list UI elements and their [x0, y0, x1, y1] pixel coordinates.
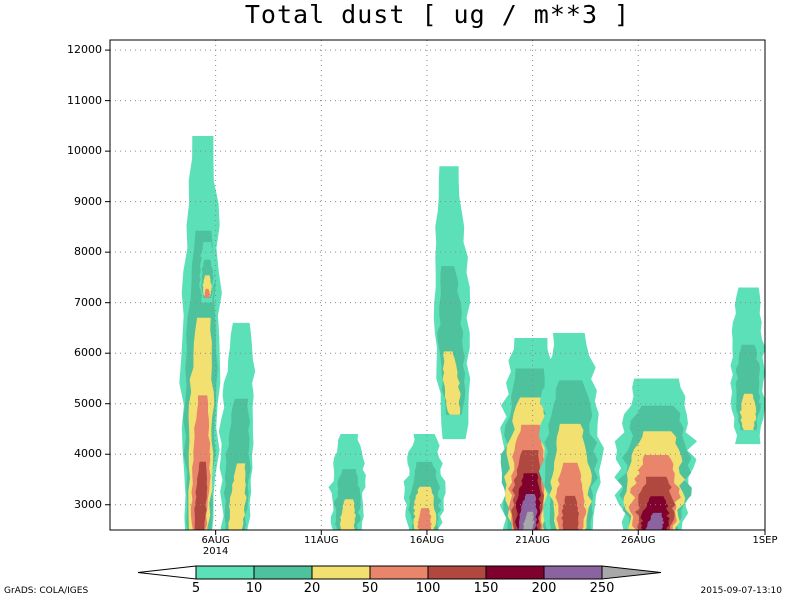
y-tick-label: 6000	[74, 346, 102, 360]
plume-2-level-20	[202, 275, 212, 297]
x-tick-label: 6AUG 2014	[201, 535, 230, 557]
footer-credit: GrADS: COLA/IGES	[4, 586, 89, 596]
x-tick-label: 11AUG	[303, 535, 339, 546]
plot-frame	[109, 39, 766, 531]
plume-10-level-20	[739, 393, 757, 431]
y-tick-label: 7000	[74, 295, 102, 309]
colorbar-swatch	[369, 565, 429, 580]
y-tick-label: 5000	[74, 396, 102, 410]
plume-2-level-50	[204, 288, 211, 299]
y-tick-label: 11000	[67, 93, 102, 107]
plume-4-level-20	[340, 499, 356, 530]
plume-3-level-20	[228, 463, 247, 530]
y-tick-label: 8000	[74, 245, 102, 259]
x-tick-label: 1SEP	[752, 535, 778, 546]
colorbar-max-arrow	[601, 565, 662, 580]
colorbar-label: 50	[361, 581, 379, 596]
colorbar-label: 150	[473, 581, 499, 596]
plume-9-level-200	[645, 512, 664, 530]
colorbar-label: 200	[531, 581, 557, 596]
plume-7-level-250	[522, 511, 535, 530]
y-tick-label: 10000	[67, 144, 102, 158]
plume-6-level-20	[442, 351, 461, 415]
colorbar-label: 250	[589, 581, 615, 596]
axis-ticks	[105, 49, 766, 535]
y-tick-label: 4000	[74, 447, 102, 461]
plume-1-level-100	[194, 461, 208, 530]
footer-timestamp: 2015-09-07-13:10	[700, 586, 783, 596]
colorbar-label: 20	[303, 581, 321, 596]
colorbar-swatch	[485, 565, 545, 580]
x-tick-label: 26AUG	[620, 535, 656, 546]
x-tick-label: 16AUG	[409, 535, 445, 546]
colorbar-min-arrow	[137, 565, 197, 580]
y-tick-label: 9000	[74, 194, 102, 208]
plume-5-level-50	[417, 508, 432, 530]
colorbar-swatch	[543, 565, 603, 580]
colorbar-swatch	[253, 565, 313, 580]
y-tick-label: 3000	[74, 497, 102, 511]
contour-fills	[179, 136, 765, 530]
colorbar-label: 5	[191, 581, 201, 596]
colorbar-swatch	[427, 565, 487, 580]
colorbar-label: 10	[245, 581, 263, 596]
chart-title: Total dust [ ug / m**3 ]	[244, 0, 631, 29]
colorbar-swatch	[311, 565, 371, 580]
y-tick-label: 12000	[67, 43, 102, 57]
x-tick-label: 21AUG	[515, 535, 550, 546]
colorbar	[137, 565, 662, 580]
colorbar-label: 100	[415, 581, 441, 596]
colorbar-swatch	[195, 565, 255, 580]
